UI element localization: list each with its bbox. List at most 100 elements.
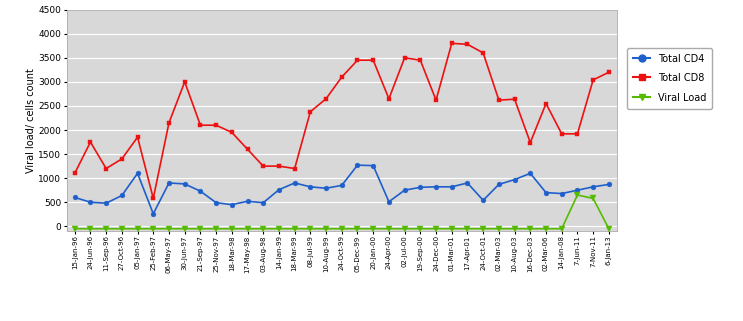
Total CD8 <box>212 123 221 127</box>
Viral Load <box>542 227 551 230</box>
Total CD4 <box>573 188 582 192</box>
Total CD4 <box>478 198 487 202</box>
Viral Load <box>588 196 597 200</box>
Total CD4 <box>102 201 111 205</box>
Total CD8 <box>164 121 173 125</box>
Total CD8 <box>322 97 331 101</box>
Total CD4 <box>181 182 189 186</box>
Total CD4 <box>86 200 95 204</box>
Total CD4 <box>494 182 503 186</box>
Viral Load <box>102 227 111 230</box>
Total CD4 <box>604 182 613 186</box>
Total CD8 <box>274 164 283 168</box>
Viral Load <box>164 227 173 230</box>
Viral Load <box>274 227 283 230</box>
Viral Load <box>181 227 189 230</box>
Total CD4 <box>306 185 315 189</box>
Total CD8 <box>557 132 566 136</box>
Total CD4 <box>322 186 331 190</box>
Total CD8 <box>353 58 362 62</box>
Total CD8 <box>133 135 142 139</box>
Total CD8 <box>447 41 456 45</box>
Total CD8 <box>432 98 441 102</box>
Viral Load <box>353 227 362 230</box>
Viral Load <box>243 227 252 230</box>
Viral Load <box>133 227 142 230</box>
Viral Load <box>384 227 393 230</box>
Total CD8 <box>71 171 80 175</box>
Total CD8 <box>369 58 377 62</box>
Viral Load <box>322 227 331 230</box>
Viral Load <box>494 227 503 230</box>
Total CD8 <box>243 147 252 151</box>
Total CD8 <box>306 110 315 114</box>
Viral Load <box>447 227 456 230</box>
Total CD4 <box>384 200 393 204</box>
Line: Total CD8: Total CD8 <box>72 41 611 201</box>
Total CD8 <box>259 164 267 168</box>
Viral Load <box>369 227 377 230</box>
Viral Load <box>291 227 299 230</box>
Viral Load <box>478 227 487 230</box>
Viral Load <box>117 227 126 230</box>
Total CD8 <box>526 141 535 144</box>
Viral Load <box>149 227 158 230</box>
Total CD4 <box>291 181 299 185</box>
Viral Load <box>416 227 425 230</box>
Viral Load <box>573 193 582 197</box>
Total CD4 <box>432 185 441 189</box>
Total CD4 <box>164 181 173 185</box>
Total CD4 <box>557 192 566 195</box>
Total CD4 <box>447 185 456 189</box>
Viral Load <box>557 227 566 230</box>
Total CD4 <box>71 195 80 199</box>
Total CD4 <box>416 185 425 189</box>
Total CD8 <box>542 101 551 105</box>
Total CD4 <box>526 171 535 175</box>
Total CD8 <box>149 196 158 200</box>
Y-axis label: Viral load/ cells count: Viral load/ cells count <box>25 68 36 173</box>
Total CD4 <box>259 201 267 205</box>
Total CD4 <box>274 188 283 192</box>
Total CD8 <box>227 130 236 134</box>
Total CD4 <box>369 164 377 168</box>
Viral Load <box>400 227 409 230</box>
Viral Load <box>337 227 346 230</box>
Total CD8 <box>181 80 189 84</box>
Total CD4 <box>542 191 551 195</box>
Total CD8 <box>337 75 346 79</box>
Viral Load <box>71 227 80 230</box>
Viral Load <box>86 227 95 230</box>
Total CD8 <box>416 58 425 62</box>
Viral Load <box>432 227 441 230</box>
Viral Load <box>259 227 267 230</box>
Total CD8 <box>384 97 393 101</box>
Line: Total CD4: Total CD4 <box>72 163 611 216</box>
Viral Load <box>604 227 613 230</box>
Total CD4 <box>510 178 519 181</box>
Viral Load <box>510 227 519 230</box>
Total CD8 <box>510 97 519 101</box>
Total CD4 <box>337 184 346 187</box>
Total CD4 <box>212 201 221 205</box>
Total CD8 <box>291 167 299 170</box>
Total CD4 <box>133 171 142 175</box>
Total CD4 <box>149 212 158 216</box>
Viral Load <box>227 227 236 230</box>
Viral Load <box>306 227 315 230</box>
Total CD4 <box>243 199 252 203</box>
Total CD8 <box>494 98 503 102</box>
Total CD8 <box>588 78 597 82</box>
Total CD8 <box>463 42 472 46</box>
Line: Viral Load: Viral Load <box>72 192 611 231</box>
Total CD8 <box>86 140 95 144</box>
Total CD4 <box>227 203 236 207</box>
Total CD8 <box>478 51 487 55</box>
Total CD8 <box>102 167 111 170</box>
Total CD4 <box>196 189 205 193</box>
Total CD8 <box>196 123 205 127</box>
Viral Load <box>526 227 535 230</box>
Total CD8 <box>604 70 613 74</box>
Total CD4 <box>400 188 409 192</box>
Total CD4 <box>353 163 362 167</box>
